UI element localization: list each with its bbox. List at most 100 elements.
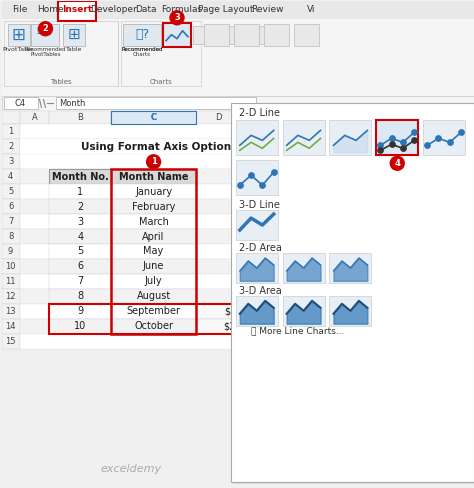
Bar [111, 111, 196, 124]
Point [435, 135, 442, 142]
Bar [1, 140, 19, 154]
Bar [19, 154, 356, 169]
Point [457, 128, 465, 136]
Text: F: F [301, 113, 306, 122]
Text: C4: C4 [15, 99, 26, 108]
Text: exceldemy: exceldemy [100, 464, 162, 474]
Point [399, 144, 407, 152]
Text: 3-D Area: 3-D Area [239, 286, 282, 296]
Bar [121, 21, 201, 85]
Bar [111, 169, 196, 334]
Text: January: January [135, 187, 172, 197]
Text: May: May [144, 246, 164, 257]
Text: 2: 2 [77, 202, 83, 212]
Bar [49, 274, 111, 289]
Text: 10: 10 [5, 262, 16, 271]
Text: Recommended: Recommended [121, 47, 163, 52]
Text: Using Format Axis Option to: Using Format Axis Option to [82, 142, 247, 152]
Bar [329, 253, 371, 283]
Text: August: August [137, 291, 171, 301]
Point [376, 146, 384, 154]
Bar [1, 274, 19, 289]
Bar [111, 304, 196, 319]
Text: Vi: Vi [307, 5, 316, 14]
Point [388, 135, 395, 142]
Text: 1: 1 [151, 157, 156, 166]
Bar [241, 111, 286, 124]
Text: June: June [143, 262, 164, 271]
Bar [49, 319, 111, 334]
Text: ⊞: ⊞ [11, 26, 26, 44]
Text: 3-D Line: 3-D Line [239, 200, 280, 210]
Text: Recommended: Recommended [121, 47, 163, 52]
Text: ⊞: ⊞ [68, 27, 81, 42]
Text: 4: 4 [77, 231, 83, 242]
Text: Insert: Insert [62, 5, 92, 14]
Text: 8: 8 [77, 291, 83, 301]
Text: PivotTables: PivotTables [30, 52, 61, 57]
Text: 1: 1 [8, 127, 13, 136]
Text: 3: 3 [8, 157, 13, 166]
Bar [259, 26, 279, 44]
Bar [264, 24, 289, 46]
Bar [19, 214, 356, 229]
Text: 2: 2 [8, 142, 13, 151]
Text: ≡?: ≡? [36, 24, 55, 38]
Text: Charts: Charts [133, 52, 151, 57]
Point [410, 137, 418, 144]
Bar [163, 23, 191, 47]
Bar [283, 296, 325, 325]
Bar [329, 296, 371, 325]
Bar [236, 160, 278, 195]
Text: File: File [12, 5, 27, 14]
Point [247, 171, 255, 179]
Bar [293, 24, 319, 46]
Bar [283, 253, 325, 283]
Bar [286, 111, 320, 124]
Text: Developer: Developer [90, 5, 137, 14]
Bar [196, 111, 241, 124]
Text: Page Layout: Page Layout [198, 5, 254, 14]
Bar [1, 169, 19, 184]
Bar [19, 199, 356, 214]
Bar [56, 98, 256, 109]
Text: D: D [215, 113, 222, 122]
Point [236, 182, 244, 189]
Text: 3: 3 [174, 13, 180, 22]
Point [399, 139, 407, 146]
Bar [19, 334, 356, 348]
Text: Home: Home [37, 5, 64, 14]
Bar [1, 199, 19, 214]
Point [259, 182, 266, 189]
Text: 11: 11 [5, 277, 16, 286]
Bar [111, 169, 196, 184]
Bar [19, 274, 356, 289]
Bar [376, 121, 418, 155]
Point [446, 139, 454, 146]
Bar [1, 259, 19, 274]
Bar [111, 184, 196, 199]
Bar [196, 319, 286, 334]
Bar [111, 319, 196, 334]
Bar [193, 26, 213, 44]
Text: July: July [145, 276, 163, 286]
Text: Month: Month [59, 99, 86, 108]
Bar [234, 24, 259, 46]
Bar [1, 289, 19, 304]
Text: February: February [132, 202, 175, 212]
Bar [236, 210, 278, 240]
Text: Table: Table [66, 47, 82, 52]
Text: 2-D Area: 2-D Area [239, 243, 282, 253]
Text: 10: 10 [74, 321, 86, 331]
Bar [1, 184, 19, 199]
Bar [49, 304, 286, 334]
Text: September: September [127, 306, 181, 316]
Text: Month No.: Month No. [52, 172, 109, 182]
Text: March: March [139, 217, 169, 226]
Bar [111, 259, 196, 274]
Bar [111, 214, 196, 229]
Bar [1, 96, 474, 111]
Bar [1, 334, 19, 348]
Bar [49, 184, 111, 199]
Bar [49, 244, 111, 259]
